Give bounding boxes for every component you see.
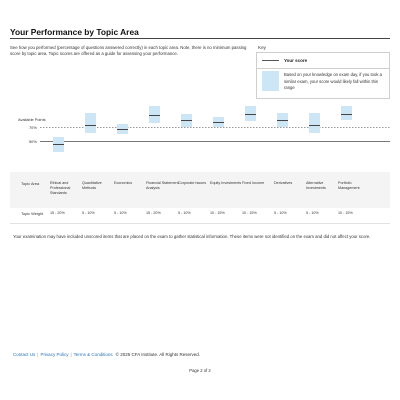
topic-row xyxy=(10,172,390,208)
axis-title: Available Points xyxy=(18,117,46,122)
topic-area-name: Quantitative Methods xyxy=(82,181,102,190)
weight-row xyxy=(10,208,390,224)
page-number: Page 2 of 2 xyxy=(189,368,211,373)
footer-separator: | xyxy=(37,352,39,357)
unscored-items-note: Your examination may have included unsco… xyxy=(13,234,371,239)
topic-area-name: Economics xyxy=(114,181,133,185)
key-label: Key xyxy=(258,45,266,50)
key-range-text: Based on your knowledge on exam day, if … xyxy=(284,72,382,90)
topic-weight-value: 10 - 15% xyxy=(242,211,257,215)
score-range-band xyxy=(244,106,256,121)
score-marker xyxy=(180,120,192,121)
topic-weight-value: 15 - 20% xyxy=(50,211,65,215)
copyright-text: © 2025 CFA Institute. All Rights Reserve… xyxy=(115,352,200,357)
privacy-policy-link[interactable]: Privacy Policy xyxy=(40,352,69,357)
terms-conditions-link[interactable]: Terms & Conditions xyxy=(73,352,113,357)
contact-us-link[interactable]: Contact Us xyxy=(13,352,36,357)
axis-tick-label: 50% xyxy=(29,139,37,144)
topic-area-name: Ethical and Professional Standards xyxy=(50,181,71,195)
topic-weight-value: 5 - 10% xyxy=(114,211,127,215)
key-range-swatch xyxy=(262,71,279,91)
topic-weight-value: 5 - 10% xyxy=(82,211,95,215)
topic-area-name: Financial Statement Analysis xyxy=(146,181,179,190)
title-divider xyxy=(10,38,390,39)
topic-area-name: Equity Investments xyxy=(210,181,242,185)
key-your-score-label: Your score xyxy=(284,58,308,63)
score-range-band xyxy=(148,106,160,123)
score-marker xyxy=(52,143,64,145)
performance-description: See how you performed (percentage of que… xyxy=(10,45,247,56)
score-marker xyxy=(148,115,160,117)
score-marker xyxy=(84,124,96,126)
axis-gridline xyxy=(40,141,390,142)
topic-weight-value: 10 - 15% xyxy=(210,211,225,215)
key-divider xyxy=(256,68,390,69)
footer-separator: | xyxy=(70,352,72,357)
score-range-band xyxy=(116,124,128,134)
axis-tick-label: 70% xyxy=(29,125,37,130)
score-marker xyxy=(340,114,352,116)
score-marker xyxy=(212,122,224,124)
topic-weight-header: Topic Weight xyxy=(21,211,44,216)
score-marker xyxy=(244,114,256,116)
score-range-band xyxy=(84,113,96,134)
topic-area-name: Derivatives xyxy=(274,181,293,185)
topic-area-name: Alternative Investments xyxy=(306,181,326,190)
topic-weight-value: 10 - 15% xyxy=(338,211,353,215)
topic-weight-value: 5 - 10% xyxy=(274,211,287,215)
topic-weight-value: 15 - 20% xyxy=(146,211,161,215)
score-marker xyxy=(116,129,128,131)
footer: Contact Us | Privacy Policy | Terms & Condit… xyxy=(13,352,200,357)
score-range-band xyxy=(308,113,320,133)
axis-gridline xyxy=(40,127,390,128)
topic-weight-value: 5 - 10% xyxy=(178,211,191,215)
topic-area-header: Topic Area xyxy=(21,181,40,186)
score-marker xyxy=(276,120,288,121)
topic-area-name: Fixed Income xyxy=(242,181,265,185)
topic-area-name: Corporate Issues xyxy=(178,181,207,185)
topic-weight-value: 5 - 10% xyxy=(306,211,319,215)
score-marker xyxy=(308,124,320,126)
page-title: Your Performance by Topic Area xyxy=(10,27,139,37)
score-range-band xyxy=(340,106,352,120)
topic-area-name: Portfolio Management xyxy=(338,181,360,190)
score-range-band xyxy=(212,116,224,127)
key-score-line xyxy=(262,60,279,61)
